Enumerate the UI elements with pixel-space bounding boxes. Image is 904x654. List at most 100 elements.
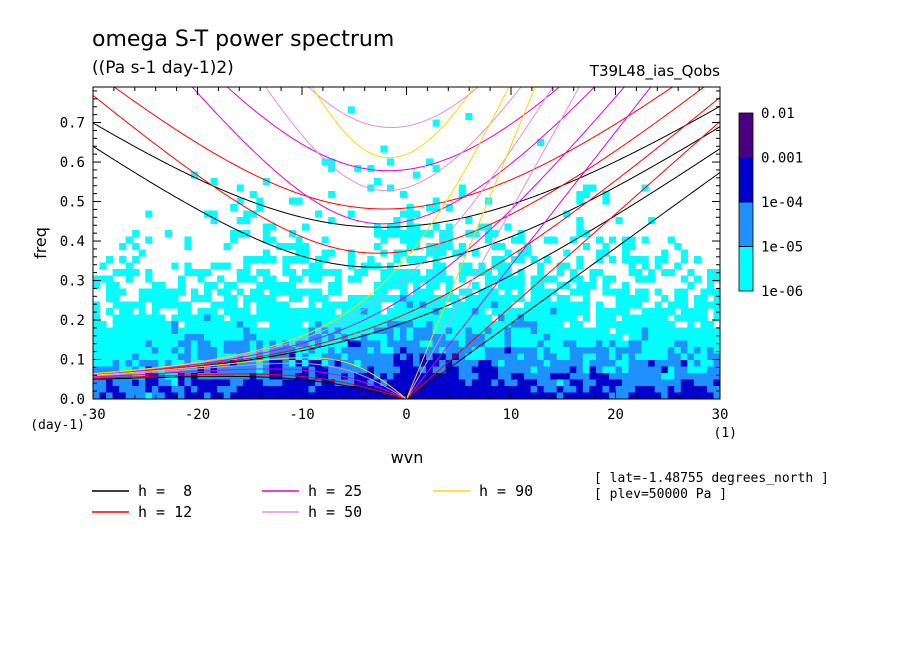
contour-cell <box>556 308 564 316</box>
contour-cell <box>145 321 153 329</box>
contour-cell <box>360 308 368 316</box>
contour-cell <box>445 282 453 290</box>
contour-cell <box>628 269 636 277</box>
contour-cell <box>491 347 499 355</box>
contour-cell <box>680 288 688 296</box>
contour-cell <box>334 353 342 361</box>
contour-cell <box>497 282 506 290</box>
contour-cell <box>569 353 577 361</box>
contour-cell <box>393 308 401 316</box>
contour-cell <box>190 295 199 303</box>
contour-cell <box>484 347 493 355</box>
contour-cell <box>282 386 290 394</box>
contour-cell <box>628 386 636 394</box>
contour-cell <box>93 314 101 322</box>
contour-cell <box>537 379 545 387</box>
contour-cell <box>158 288 166 296</box>
contour-cell <box>576 392 584 399</box>
contour-cell <box>517 269 525 277</box>
contour-cell <box>497 360 506 368</box>
contour-cell <box>413 301 421 309</box>
contour-cell <box>497 347 506 355</box>
contour-cell <box>190 269 199 277</box>
contour-cell <box>373 178 381 186</box>
contour-cell <box>93 347 101 355</box>
contour-cell <box>243 217 251 225</box>
contour-cell <box>367 256 375 264</box>
contour-cell <box>582 282 590 290</box>
contour-cell <box>550 392 558 399</box>
contour-cell <box>413 269 421 277</box>
contour-cell <box>269 288 277 296</box>
contour-cell <box>706 327 715 335</box>
contour-cell <box>491 360 499 368</box>
contour-cell <box>511 256 519 264</box>
contour-cell <box>648 321 656 329</box>
contour-cell <box>491 295 499 303</box>
contour-cell <box>556 386 564 394</box>
contour-cell <box>334 366 342 374</box>
contour-cell <box>484 334 493 342</box>
contour-cell <box>190 327 199 335</box>
contour-cell <box>478 373 486 381</box>
contour-cell <box>360 321 368 329</box>
contour-cell <box>589 347 597 355</box>
contour-cell <box>282 366 290 374</box>
contour-cell <box>119 392 127 399</box>
contour-cell <box>635 392 643 399</box>
contour-cell <box>537 288 545 296</box>
contour-cell <box>106 340 114 348</box>
contour-cell <box>399 210 408 218</box>
contour-cell <box>145 340 153 348</box>
contour-cell <box>654 373 662 381</box>
contour-cell <box>190 314 199 322</box>
contour-cell <box>589 282 597 290</box>
contour-cell <box>295 288 303 296</box>
contour-cell <box>530 340 538 348</box>
contour-cell <box>217 327 225 335</box>
contour-cell <box>458 321 466 329</box>
contour-cell <box>386 347 395 355</box>
legend: h = 8h = 12h = 25h = 50h = 90 <box>92 482 533 521</box>
contour-cell <box>504 353 512 361</box>
contour-cell <box>334 288 342 296</box>
y-tick-label: 0.0 <box>60 392 85 408</box>
contour-cell <box>589 353 597 361</box>
contour-cell <box>341 334 349 342</box>
contour-cell <box>328 373 336 381</box>
contour-cell <box>386 308 395 316</box>
contour-cell <box>262 178 270 186</box>
contour-cell <box>315 321 323 329</box>
contour-cell <box>151 386 159 394</box>
contour-cell <box>341 327 349 335</box>
contour-cell <box>687 327 695 335</box>
contour-cell <box>282 288 290 296</box>
contour-cell <box>497 366 506 374</box>
contour-cell <box>119 373 127 381</box>
contour-cell <box>504 301 512 309</box>
contour-cell <box>406 275 414 283</box>
contour-cell <box>419 327 427 335</box>
contour-cell <box>334 392 342 399</box>
contour-cell <box>471 269 479 277</box>
contour-cell <box>230 379 238 387</box>
contour-cell <box>386 282 395 290</box>
contour-cell <box>328 321 336 329</box>
contour-cell <box>210 379 218 387</box>
contour-cell <box>595 327 604 335</box>
contour-cell <box>478 262 486 270</box>
contour-cell <box>582 243 590 251</box>
contour-cell <box>602 249 610 257</box>
contour-cell <box>347 327 355 335</box>
contour-cell <box>478 288 486 296</box>
contour-cell <box>106 353 114 361</box>
contour-cell <box>210 392 218 399</box>
contour-cell <box>269 334 277 342</box>
contour-cell <box>223 340 231 348</box>
contour-cell <box>700 321 708 329</box>
contour-cell <box>125 373 133 381</box>
contour-cell <box>151 282 159 290</box>
contour-cell <box>419 308 427 316</box>
contour-cell <box>674 347 682 355</box>
contour-cell <box>204 295 212 303</box>
